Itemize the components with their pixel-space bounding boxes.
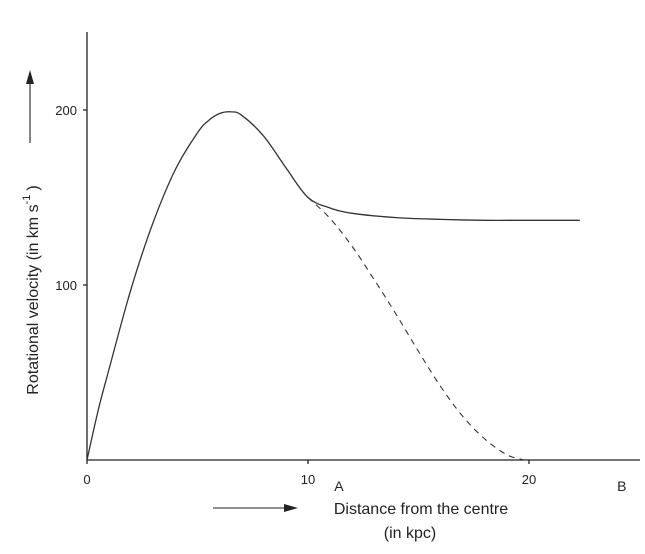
x-tick-label-1: 10 <box>301 472 315 487</box>
marker-label-a: A <box>334 478 344 494</box>
y-tick-label-1: 200 <box>55 103 77 118</box>
x-tick-label-2: 20 <box>522 472 536 487</box>
x-axis-arrow-head <box>284 504 298 512</box>
y-tick-label-0: 100 <box>55 278 77 293</box>
marker-label-b: B <box>617 478 626 494</box>
y-tick-group: 100 200 <box>55 103 87 293</box>
y-axis-title-sup: -1 <box>21 195 33 205</box>
y-axis-title-close: ) <box>25 185 42 190</box>
series-dashed-line <box>307 197 525 461</box>
y-axis-title: Rotational velocity (in km s-1) <box>21 185 42 394</box>
x-axis-unit: (in kpc) <box>384 525 436 542</box>
series-group <box>86 111 580 461</box>
y-axis-title-main: Rotational velocity (in km s <box>25 204 42 394</box>
series-solid-line <box>86 111 580 461</box>
x-tick-label-0: 0 <box>83 472 90 487</box>
x-axis-title: Distance from the centre <box>334 501 508 518</box>
y-axis-arrow-head <box>26 70 34 84</box>
x-tick-group: 0 10 20 <box>83 460 536 487</box>
